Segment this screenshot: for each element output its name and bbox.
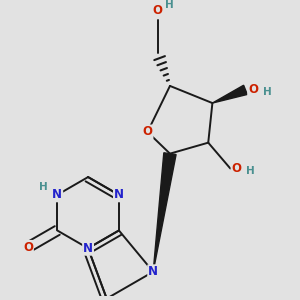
Text: N: N	[148, 265, 158, 278]
Text: N: N	[114, 188, 124, 201]
Polygon shape	[153, 153, 176, 272]
Text: N: N	[83, 242, 93, 255]
Text: O: O	[23, 241, 33, 254]
Polygon shape	[212, 85, 247, 103]
Text: O: O	[232, 162, 242, 175]
Text: H: H	[263, 87, 272, 97]
Text: O: O	[152, 4, 163, 17]
Text: H: H	[246, 166, 255, 176]
Text: H: H	[165, 0, 174, 10]
Text: N: N	[52, 188, 62, 201]
Text: H: H	[39, 182, 48, 192]
Text: O: O	[142, 125, 152, 139]
Text: O: O	[248, 83, 258, 96]
